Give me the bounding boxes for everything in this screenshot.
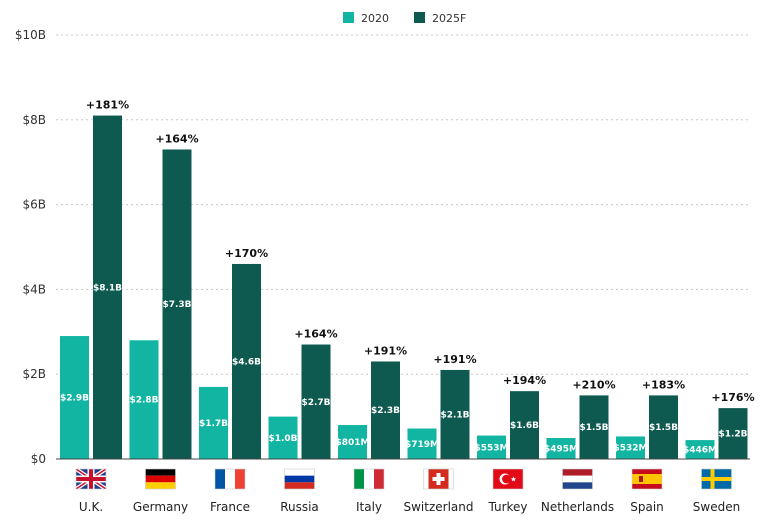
bar-2020-sweden — [685, 440, 715, 459]
bar-2020-italy — [338, 425, 367, 459]
bar-2025f-netherlands — [579, 395, 609, 459]
bar-2025f-russia — [301, 344, 331, 459]
value-label: $7.3B — [162, 300, 191, 310]
growth-label: +191% — [364, 344, 407, 357]
bar-2020-netherlands — [546, 438, 576, 459]
bar-2025f-uk — [93, 115, 122, 459]
value-label: $719M — [405, 440, 439, 450]
switzerland-flag-icon — [423, 468, 454, 490]
value-label: $446M — [683, 446, 717, 456]
x-tick-label: Sweden — [693, 500, 740, 514]
value-label: $1.2B — [718, 430, 747, 440]
growth-label: +194% — [503, 374, 546, 387]
growth-label: +191% — [433, 353, 476, 366]
legend-swatch-2020 — [343, 12, 354, 23]
x-tick-label: Netherlands — [541, 500, 614, 514]
france-flag-icon — [214, 468, 246, 490]
x-tick-label: Turkey — [487, 500, 527, 514]
value-label: $532M — [613, 444, 647, 454]
y-axis: $0 $2B $4B $6B $8B $10B — [15, 28, 46, 466]
spain-flag-icon — [631, 468, 663, 490]
legend: 2020 2025F — [343, 12, 466, 25]
turkey-flag-icon — [492, 468, 524, 490]
bar-2020-germany — [129, 340, 159, 459]
bar-2020-uk — [60, 336, 89, 459]
growth-label: +164% — [294, 328, 337, 341]
value-label: $2.1B — [440, 410, 469, 420]
bar-2025f-germany — [162, 149, 192, 460]
value-label: $2.8B — [129, 396, 158, 406]
netherlands-flag-icon — [562, 468, 593, 490]
data-labels: $2.9B $8.1B +181% $2.8B $7.3B +164% $1.7B $4.6B… — [60, 99, 755, 456]
bar-2025f-turkey — [510, 391, 539, 459]
uk-flag-icon — [75, 468, 107, 490]
value-label: $1.5B — [579, 423, 608, 433]
x-tick-label: France — [210, 500, 250, 514]
sweden-flag-icon — [701, 468, 732, 490]
x-tick-label: Switzerland — [404, 500, 474, 514]
bar-2020-russia — [268, 416, 298, 459]
y-tick-label: $6B — [22, 198, 46, 212]
bars — [60, 115, 748, 460]
x-tick-label: Germany — [133, 500, 188, 514]
value-label: $4.6B — [232, 357, 261, 367]
growth-label: +176% — [711, 391, 754, 404]
x-tick-label: Spain — [630, 500, 664, 514]
value-label: $1.7B — [199, 419, 228, 429]
legend-label: 2020 — [361, 12, 389, 25]
y-tick-label: $4B — [22, 282, 46, 296]
value-label: $1.0B — [268, 434, 297, 444]
y-tick-label: $2B — [22, 367, 46, 381]
value-label: $495M — [544, 445, 578, 455]
x-tick-label: Italy — [356, 500, 382, 514]
value-label: $1.6B — [510, 421, 539, 431]
bar-2025f-spain — [649, 395, 678, 459]
bar-2020-france — [199, 386, 228, 459]
y-tick-label: $10B — [15, 28, 46, 42]
x-axis: U.K. Germany France Russia Italy Switzerland T… — [56, 458, 750, 514]
growth-label: +181% — [86, 99, 129, 112]
bar-2020-spain — [616, 436, 645, 459]
bar-2025f-sweden — [718, 408, 748, 459]
value-label: $553M — [474, 443, 508, 453]
growth-label: +210% — [572, 378, 615, 391]
value-label: $2.3B — [371, 406, 400, 416]
growth-label: +183% — [642, 378, 685, 391]
value-label: $801M — [335, 438, 369, 448]
y-tick-label: $8B — [22, 113, 46, 127]
flags — [75, 468, 732, 490]
value-label: $2.9B — [60, 394, 89, 404]
x-tick-label: U.K. — [79, 500, 103, 514]
growth-label: +170% — [225, 247, 268, 260]
x-tick-label: Russia — [280, 500, 319, 514]
value-label: $2.7B — [301, 398, 330, 408]
italy-flag-icon — [353, 468, 385, 490]
legend-swatch-2025f — [414, 12, 425, 23]
bar-2020-switzerland — [407, 428, 437, 459]
value-label: $1.5B — [649, 423, 678, 433]
bar-2025f-france — [232, 263, 261, 459]
gridlines — [56, 34, 750, 375]
germany-flag-icon — [145, 468, 176, 490]
bar-2020-turkey — [477, 435, 506, 459]
value-label: $8.1B — [93, 283, 122, 293]
growth-label: +164% — [155, 132, 198, 145]
bar-2025f-switzerland — [440, 369, 470, 459]
y-tick-label: $0 — [31, 452, 46, 466]
legend-label: 2025F — [432, 12, 466, 25]
russia-flag-icon — [284, 468, 315, 490]
bar-2025f-italy — [371, 361, 400, 459]
